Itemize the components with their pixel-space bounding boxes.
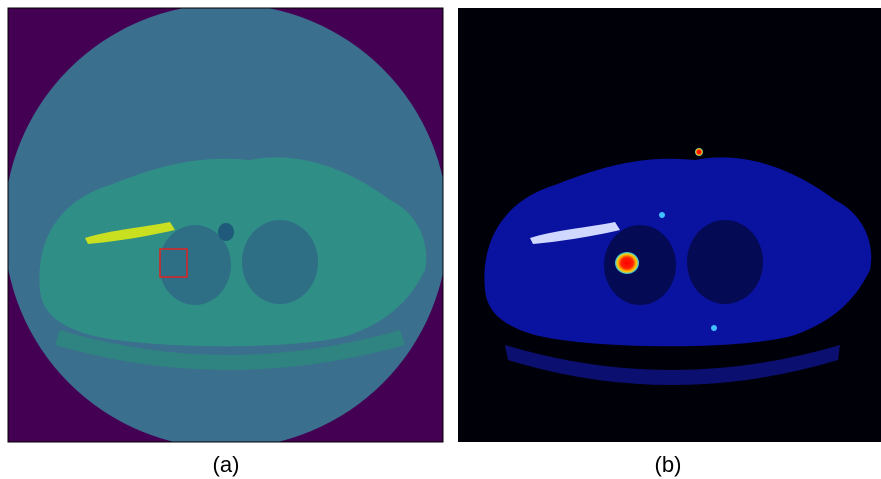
ct-image-a [8,8,443,442]
panel-label: (a) [213,452,240,477]
pet-ct-image-b [458,8,881,442]
panel-label: (b) [655,452,682,477]
